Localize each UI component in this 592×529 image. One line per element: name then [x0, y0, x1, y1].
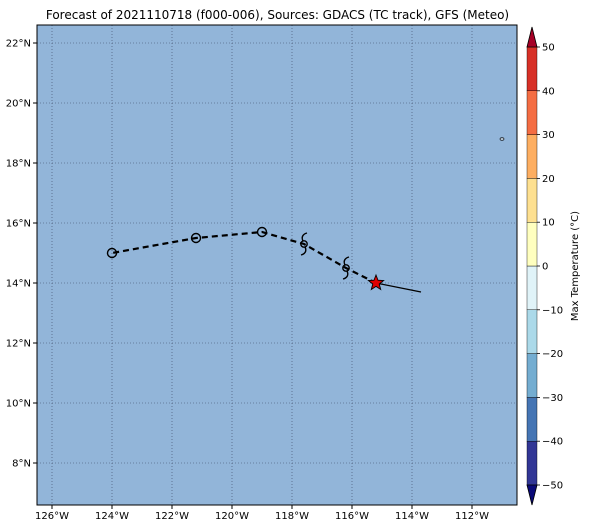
colorbar-tick-label: −40 — [542, 437, 563, 448]
lon-tick-label: 122°W — [155, 511, 189, 522]
lon-tick-label: 118°W — [275, 511, 309, 522]
colorbar-segment — [526, 309, 538, 354]
map-area: 126°W 124°W 122°W 120°W 118°W 116°W 114°W 112°W… — [6, 24, 518, 522]
past-track-line — [375, 282, 422, 293]
colorbar-segment — [526, 178, 538, 223]
lat-tick-label: 12°N — [6, 339, 31, 350]
island-outline — [499, 137, 505, 141]
lon-tick-label: 116°W — [335, 511, 369, 522]
colorbar-segment — [526, 134, 538, 179]
lon-tick-label: 124°W — [95, 511, 129, 522]
colorbar-segment — [526, 221, 538, 267]
lon-tick-label: 114°W — [395, 511, 429, 522]
colorbar-tick-label: −20 — [542, 349, 563, 360]
forecast-track-line — [111, 230, 377, 284]
colorbar-segment — [526, 265, 538, 310]
low-pressure-icon — [190, 232, 202, 244]
colorbar-tick-label: 10 — [542, 218, 555, 229]
colorbar-label: Max Temperature (°C) — [570, 211, 581, 321]
lon-tick-label: 112°W — [455, 511, 489, 522]
colorbar-tick-label: 50 — [542, 43, 555, 54]
colorbar-tick-label: 40 — [542, 86, 555, 97]
colorbar-tick-label: −10 — [542, 305, 563, 316]
lat-tick-label: 10°N — [6, 399, 31, 410]
lon-tick-label: 120°W — [215, 511, 249, 522]
lat-tick-label: 8°N — [12, 459, 31, 470]
current-position-star-icon — [367, 273, 385, 291]
map-frame — [36, 24, 518, 506]
lat-tick-label: 22°N — [6, 39, 31, 50]
colorbar-under-triangle — [526, 484, 538, 506]
colorbar-segment — [526, 46, 538, 91]
low-pressure-icon — [106, 247, 118, 259]
colorbar-segment — [526, 397, 538, 442]
lat-tick-label: 14°N — [6, 279, 31, 290]
low-pressure-icon — [256, 226, 268, 238]
ocean-background — [37, 25, 517, 505]
colorbar-over-triangle — [526, 26, 538, 48]
lat-tick-label: 18°N — [6, 159, 31, 170]
colorbar: −50 −40 −30 −20 −10 0 10 20 30 40 50 Max Temperatur… — [526, 26, 581, 506]
tropical-storm-icon — [300, 232, 308, 256]
lat-tick-label: 16°N — [6, 219, 31, 230]
colorbar-segment — [526, 90, 538, 135]
colorbar-tick-label: 0 — [542, 262, 548, 273]
tropical-storm-icon — [342, 256, 350, 280]
colorbar-tick-label: −50 — [542, 481, 563, 492]
colorbar-tick-label: 20 — [542, 174, 555, 185]
lat-tick-label: 20°N — [6, 99, 31, 110]
colorbar-tick-label: −30 — [542, 393, 563, 404]
lon-tick-label: 126°W — [35, 511, 69, 522]
colorbar-segment — [526, 353, 538, 398]
map-title: Forecast of 2021110718 (f000-006), Sourc… — [45, 8, 510, 22]
colorbar-tick-label: 30 — [542, 130, 555, 141]
colorbar-segment — [526, 441, 538, 486]
